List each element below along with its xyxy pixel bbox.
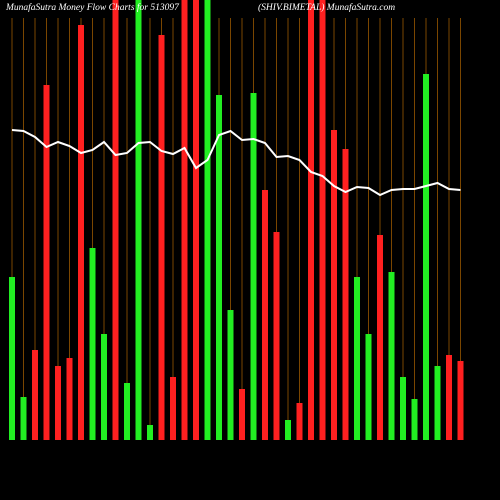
bar [227,310,234,440]
bar [9,277,15,440]
bar [135,0,142,440]
bar [66,358,73,440]
bar [250,93,257,440]
bar [296,403,303,440]
bar [78,25,84,440]
bar [434,366,441,440]
bar [147,425,153,440]
bar [285,420,291,440]
bar [32,350,38,440]
bar [411,399,418,440]
bar [331,130,337,440]
chart-title: MunafaSutra Money Flow Charts for 513097 [5,2,180,13]
bar [101,334,107,440]
bar [204,0,211,440]
bar [319,0,326,440]
bar [170,377,176,440]
bar [273,232,280,440]
bar [423,74,429,440]
bar [239,389,245,440]
bar [354,277,360,440]
bar [308,0,314,440]
bar [55,366,61,440]
bar [193,0,199,440]
bar [112,0,119,440]
bar [43,85,50,440]
bar [262,190,268,440]
bar [388,272,395,440]
bar [20,397,27,440]
bar [365,334,372,440]
bar [158,35,165,440]
bar [377,235,383,440]
bar [400,377,406,440]
bar [181,0,188,440]
bar [216,95,222,440]
bar [89,248,96,440]
chart-subtitle: (SHIV.BIMETAL) MunafaSutra.com [258,2,395,13]
bar [342,149,349,440]
money-flow-line [11,129,461,197]
bar [457,361,464,440]
bar [446,355,452,440]
bar [124,383,130,440]
